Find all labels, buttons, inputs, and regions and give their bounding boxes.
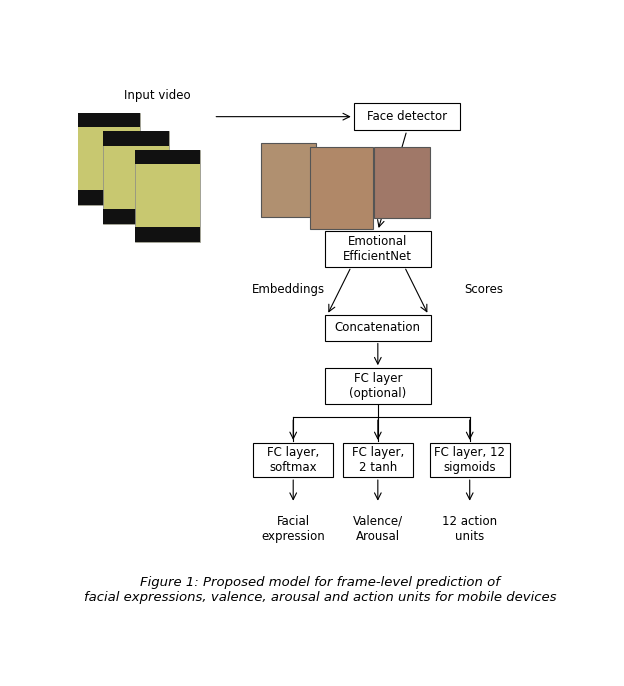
Text: FC layer,
2 tanh: FC layer, 2 tanh xyxy=(352,446,404,474)
Text: 12 action
units: 12 action units xyxy=(442,514,497,543)
Text: FC layer
(optional): FC layer (optional) xyxy=(349,372,406,400)
Bar xyxy=(430,443,510,477)
Bar xyxy=(135,227,200,242)
Text: Input video: Input video xyxy=(124,89,191,102)
Bar xyxy=(253,443,333,477)
Text: Scores: Scores xyxy=(465,283,504,296)
Bar xyxy=(74,113,140,205)
Bar xyxy=(261,143,316,217)
Bar xyxy=(74,190,140,205)
Text: Figure 1: Proposed model for frame-level prediction of
facial expressions, valen: Figure 1: Proposed model for frame-level… xyxy=(84,576,556,604)
Bar xyxy=(104,131,168,146)
Bar xyxy=(74,113,140,128)
Bar xyxy=(104,209,168,224)
Text: Emotional
EfficientNet: Emotional EfficientNet xyxy=(343,235,412,263)
Text: Embeddings: Embeddings xyxy=(252,283,325,296)
Bar xyxy=(324,316,431,341)
Bar xyxy=(104,131,168,224)
Text: Concatenation: Concatenation xyxy=(335,322,421,335)
Bar xyxy=(310,147,373,229)
Bar xyxy=(324,230,431,267)
Text: Valence/
Arousal: Valence/ Arousal xyxy=(353,514,403,543)
Text: Facial
expression: Facial expression xyxy=(261,514,325,543)
Bar xyxy=(324,368,431,404)
Bar xyxy=(135,150,200,165)
Text: FC layer,
softmax: FC layer, softmax xyxy=(267,446,319,474)
Bar xyxy=(354,103,460,130)
Text: Face detector: Face detector xyxy=(367,110,447,123)
Text: FC layer, 12
sigmoids: FC layer, 12 sigmoids xyxy=(434,446,505,474)
Bar xyxy=(343,443,413,477)
Bar xyxy=(374,147,430,218)
Bar xyxy=(135,150,200,242)
